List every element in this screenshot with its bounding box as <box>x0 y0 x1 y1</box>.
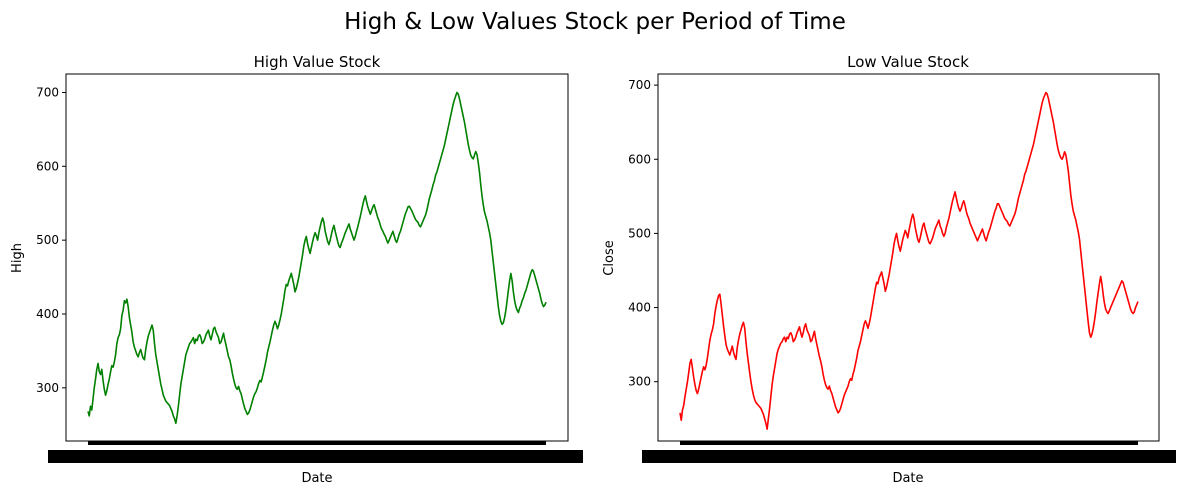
low-chart-ytick-label: 300 <box>628 375 651 389</box>
low-chart-x-tick-marks <box>680 441 1138 445</box>
low-chart-ytick-label: 400 <box>628 301 651 315</box>
low-chart-yticks: 300 400 500 600 700 <box>628 78 658 389</box>
low-chart-x-tick-labels <box>642 450 1176 463</box>
high-chart-ytick-label: 300 <box>36 381 59 395</box>
high-chart-xlabel: Date <box>301 471 332 486</box>
figure-suptitle: High & Low Values Stock per Period of Ti… <box>344 9 846 35</box>
high-chart-title: High Value Stock <box>254 53 381 71</box>
low-chart-x-tick-band <box>642 441 1176 463</box>
high-chart-panel: High Value Stock 300 400 500 600 700 Date Hi… <box>10 53 583 486</box>
high-chart-x-tick-marks <box>88 441 546 445</box>
high-chart-ytick-label: 400 <box>36 307 59 321</box>
low-chart-series-line <box>679 91 1139 430</box>
low-chart-ytick-label: 700 <box>628 78 651 92</box>
high-chart-x-tick-band <box>48 441 583 463</box>
high-chart-ytick-label: 500 <box>36 233 59 247</box>
high-chart-series-line <box>87 91 547 425</box>
low-chart-panel: Low Value Stock 300 400 500 600 700 Date Clo… <box>602 53 1176 486</box>
low-chart-marks <box>679 91 1139 430</box>
high-chart-ytick-label: 600 <box>36 159 59 173</box>
high-chart-ytick-label: 700 <box>36 85 59 99</box>
low-chart-xlabel: Date <box>892 471 923 486</box>
low-chart-ytick-label: 500 <box>628 226 651 240</box>
low-chart-ylabel: Close <box>602 240 617 275</box>
low-chart-axes-frame <box>657 73 1160 442</box>
high-chart-x-tick-labels <box>48 450 583 463</box>
low-chart-ytick-label: 600 <box>628 152 651 166</box>
high-chart-yticks: 300 400 500 600 700 <box>36 85 66 395</box>
low-chart-title: Low Value Stock <box>847 53 969 71</box>
high-chart-marks <box>87 91 547 425</box>
high-chart-axes-frame <box>65 73 569 442</box>
high-chart-ylabel: High <box>10 243 25 273</box>
